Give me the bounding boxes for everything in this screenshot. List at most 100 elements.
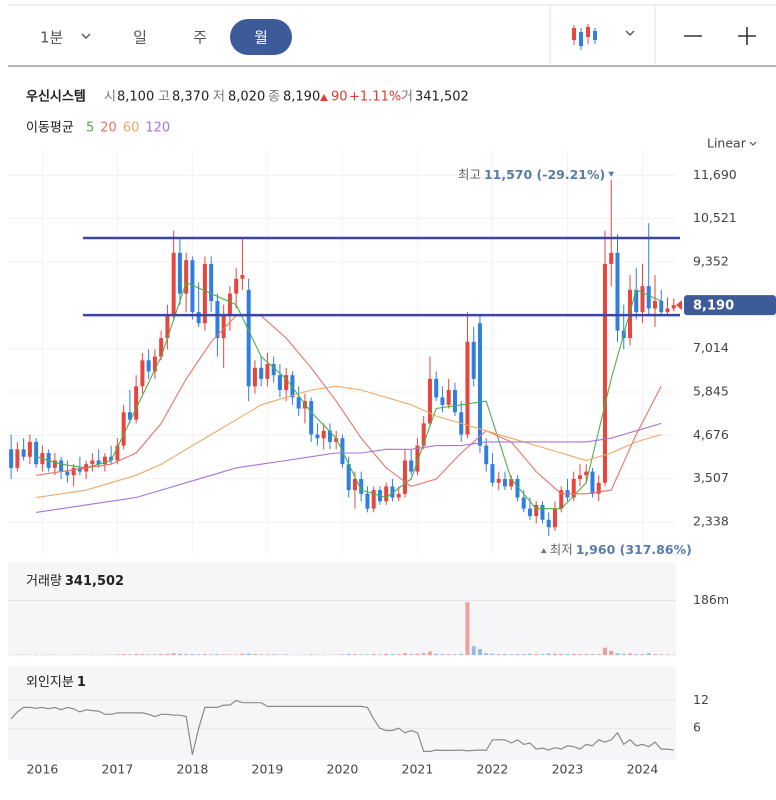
candle-body <box>384 486 389 502</box>
moving-average-line <box>36 315 662 495</box>
volume-bar <box>240 653 245 655</box>
candle-body <box>177 252 182 294</box>
candle-body <box>652 301 657 309</box>
volume-bar <box>559 653 564 655</box>
volume-bar <box>396 654 401 655</box>
candle-body <box>659 301 664 313</box>
volume-bar <box>596 654 601 655</box>
ma-legend-title: 이동평균 <box>26 121 74 136</box>
candle-body <box>190 260 195 313</box>
chart-type-button[interactable] <box>572 24 597 50</box>
candle-body <box>540 504 545 520</box>
quote-header: 우신시스템 시 8,100 고 8,370 저 8,020 종 8,190 90… <box>26 90 469 105</box>
interval-tab[interactable]: 주 <box>193 29 207 47</box>
volume-bar <box>471 646 476 655</box>
volume-bar <box>459 653 464 655</box>
open-label: 시 <box>104 90 116 105</box>
candle-body <box>59 460 64 472</box>
volume-panel <box>8 562 676 656</box>
candle-body <box>152 356 157 372</box>
y-tick-label: 7,014 <box>693 340 729 355</box>
panel-title-value: 1 <box>77 675 86 690</box>
candle-body <box>409 460 414 472</box>
interval-tab[interactable]: 1분 <box>40 29 64 47</box>
volume-bar <box>146 654 151 655</box>
interval-tab[interactable]: 일 <box>133 29 147 47</box>
x-tick-label: 2024 <box>627 762 659 777</box>
candle-body <box>121 412 126 446</box>
volume-bar <box>171 653 176 655</box>
volume-bar <box>177 653 182 655</box>
candle-body <box>609 252 614 264</box>
moving-average-line <box>36 422 662 513</box>
volume-bar <box>415 653 420 655</box>
volume-bar <box>190 654 195 655</box>
scale-button[interactable]: Linear <box>707 136 747 151</box>
candle-body <box>477 323 482 446</box>
candle-body <box>440 397 445 405</box>
panel-title-value: 341,502 <box>65 574 124 589</box>
candle-body <box>215 301 220 339</box>
x-tick-label: 2018 <box>177 762 209 777</box>
candle-body <box>365 493 370 509</box>
candle-body <box>490 464 495 483</box>
ma-legend-item: 20 <box>100 121 117 136</box>
interval-tabs: 1분 일 주 월 <box>40 19 292 55</box>
panel-title: 거래량 341,502 <box>26 574 124 589</box>
volume-bar <box>402 653 407 655</box>
y-tick-label: 5,845 <box>693 384 729 399</box>
last-price-tag <box>684 295 776 316</box>
volume-bar <box>134 654 139 655</box>
volume-bar <box>221 654 226 655</box>
candle-body <box>371 490 376 509</box>
x-tick-label: 2016 <box>26 762 58 777</box>
candle-body <box>134 386 139 420</box>
candle-body <box>209 263 214 302</box>
volume-bar <box>421 653 426 655</box>
candle-body <box>115 445 120 461</box>
candle-body <box>527 508 532 517</box>
x-tick-label: 2021 <box>402 762 434 777</box>
candle-body <box>109 456 114 461</box>
candle-body <box>315 434 320 439</box>
max-note-prefix: 최고 <box>458 166 481 181</box>
volume-label: 거 <box>401 90 413 105</box>
open-value: 8,100 <box>117 90 154 105</box>
panel-title-name: 거래량 <box>26 574 62 589</box>
chart-type-dropdown[interactable] <box>625 30 635 36</box>
candle-body <box>359 478 364 494</box>
candle-body <box>446 390 451 405</box>
volume-bar <box>627 653 632 655</box>
volume-bar <box>552 653 557 655</box>
change-percent: +1.11% <box>349 90 401 105</box>
zoom-in-button[interactable] <box>738 27 756 45</box>
volume-bar <box>121 654 126 655</box>
candle-body <box>559 490 564 509</box>
interval-tab[interactable]: 월 <box>254 29 268 47</box>
volume-bar <box>434 653 439 655</box>
volume-bar <box>371 654 376 655</box>
max-marker <box>608 171 615 177</box>
volume-bar <box>640 654 645 655</box>
volume-bar <box>465 602 470 655</box>
volume-bar <box>571 653 576 655</box>
volume-bar <box>252 654 257 655</box>
change-value: 90 <box>331 90 348 105</box>
candle-body <box>334 438 339 442</box>
volume-bar <box>615 653 620 655</box>
candle-body <box>602 263 607 483</box>
interval-dropdown[interactable] <box>81 33 91 39</box>
scale-dropdown[interactable] <box>749 141 757 146</box>
candle-body <box>246 289 251 387</box>
volume-bar <box>215 654 220 655</box>
candle-body <box>590 471 595 494</box>
volume-bar <box>246 653 251 655</box>
volume-bar <box>227 654 232 655</box>
candle-body <box>34 441 39 465</box>
volume-bar <box>209 654 214 655</box>
candle-body <box>184 260 189 294</box>
moving-average-line <box>35 281 662 510</box>
volume-bar <box>346 653 351 655</box>
candle-body <box>665 308 670 313</box>
